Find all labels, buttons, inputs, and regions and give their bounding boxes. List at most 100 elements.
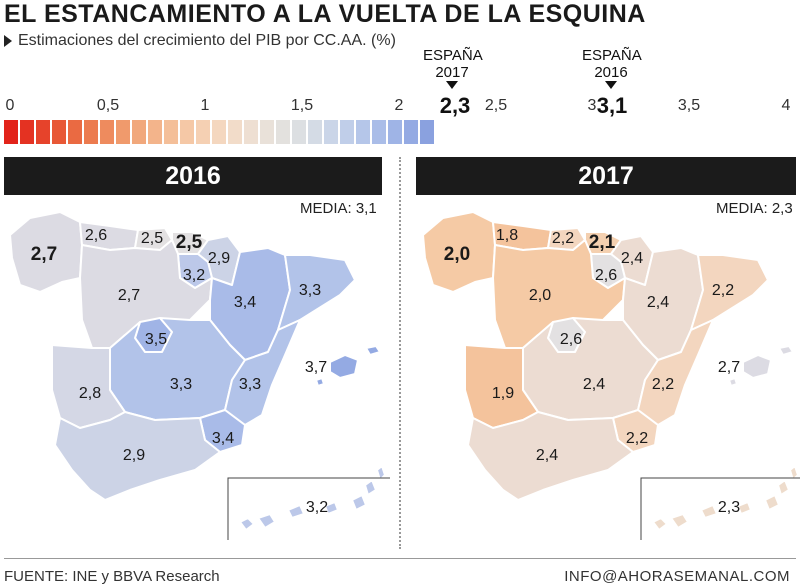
scale-swatch: [260, 120, 274, 144]
label-canarias: 2,3: [718, 499, 740, 516]
label-cataluna: 2,2: [712, 282, 734, 299]
label-baleares: 3,7: [305, 359, 327, 376]
region-canarias: [652, 465, 799, 531]
label-canarias: 3,2: [306, 499, 328, 516]
scale-swatch: [244, 120, 258, 144]
scale-swatch: [100, 120, 114, 144]
label-cantabria: 2,2: [552, 230, 574, 247]
label-madrid: 3,5: [145, 331, 167, 348]
label-madrid: 2,6: [560, 331, 582, 348]
scale-swatch: [132, 120, 146, 144]
scale-swatch: [292, 120, 306, 144]
scale-swatch: [308, 120, 322, 144]
marker-spain-2016: ESPAÑA 2016: [582, 47, 642, 89]
chart-subtitle: Estimaciones del crecimiento del PIB por…: [4, 32, 396, 50]
scale-tick-spain-2016: 3,1: [596, 93, 628, 118]
label-valencia: 2,2: [652, 376, 674, 393]
label-andalucia: 2,4: [536, 447, 558, 464]
region-valencia: [637, 319, 714, 426]
arrow-down-icon: [605, 81, 617, 89]
map-2017: 2,0 1,8 2,2 2,1 2,4 2,6 2,0 2,4 2,2 2,6 …: [422, 211, 800, 540]
label-extremadura: 1,9: [492, 385, 514, 402]
label-pais-vasco: 2,5: [176, 232, 203, 253]
label-pais-vasco: 2,1: [589, 232, 616, 253]
region-andalucia: [54, 411, 221, 501]
scale-swatch: [340, 120, 354, 144]
canarias-inset-frame: [227, 477, 390, 540]
region-cataluna: [277, 254, 356, 331]
label-extremadura: 2,8: [79, 385, 101, 402]
scale-swatch: [68, 120, 82, 144]
label-rioja: 2,6: [595, 267, 617, 284]
subtitle-text: Estimaciones del crecimiento del PIB por…: [18, 32, 396, 49]
scale-swatch: [324, 120, 338, 144]
label-castilla-leon: 2,7: [118, 287, 140, 304]
scale-swatch: [356, 120, 370, 144]
scale-swatch: [276, 120, 290, 144]
canarias-inset-frame: [640, 477, 800, 540]
footer-rule: [4, 558, 796, 559]
label-aragon: 2,4: [647, 294, 669, 311]
scale-swatch: [212, 120, 226, 144]
label-asturias: 1,8: [496, 227, 518, 244]
scale-tick: 1: [200, 97, 210, 114]
scale-tick: 3,5: [677, 97, 701, 114]
scale-swatch: [36, 120, 50, 144]
scale-swatch: [148, 120, 162, 144]
label-castilla-mancha: 3,3: [170, 376, 192, 393]
label-cataluna: 3,3: [299, 282, 321, 299]
label-valencia: 3,3: [239, 376, 261, 393]
media-2016: MEDIA: 3,1: [300, 200, 377, 217]
scale-tick: 4: [781, 97, 791, 114]
label-navarra: 2,4: [621, 250, 643, 267]
scale-swatch: [52, 120, 66, 144]
scale-tick: 2,5: [484, 97, 508, 114]
media-2017: MEDIA: 2,3: [716, 200, 793, 217]
panel-header-2016: 2016: [4, 157, 382, 195]
scale-swatch: [164, 120, 178, 144]
credit-email: INFO@AHORASEMANAL.COM: [564, 568, 790, 585]
marker-label-line1: ESPAÑA: [582, 47, 642, 64]
scale-tick: 0: [5, 97, 15, 114]
marker-label-line2: 2017: [435, 64, 469, 81]
scale-tick: 2: [394, 97, 404, 114]
region-canarias: [239, 465, 386, 531]
panel-header-2017: 2017: [416, 157, 796, 195]
scale-tick: 0,5: [96, 97, 120, 114]
label-murcia: 3,4: [212, 430, 234, 447]
scale-swatch: [20, 120, 34, 144]
scale-swatch: [196, 120, 210, 144]
arrow-down-icon: [446, 81, 458, 89]
scale-swatch: [4, 120, 18, 144]
scale-swatch: [388, 120, 402, 144]
label-galicia: 2,7: [31, 244, 57, 265]
region-andalucia: [467, 411, 634, 501]
triangle-bullet-icon: [4, 34, 12, 47]
scale-swatch: [228, 120, 242, 144]
color-scale: [4, 120, 434, 144]
panel-divider: [399, 157, 401, 549]
chart-title: EL ESTANCAMIENTO A LA VUELTA DE LA ESQUI…: [4, 0, 646, 28]
label-asturias: 2,6: [85, 227, 107, 244]
region-cataluna: [690, 254, 769, 331]
source-note: FUENTE: INE y BBVA Research: [4, 568, 220, 585]
scale-swatch: [84, 120, 98, 144]
scale-swatch: [420, 120, 434, 144]
scale-swatch: [404, 120, 418, 144]
region-baleares: [728, 345, 794, 387]
scale-tick-spain-2017: 2,3: [439, 93, 471, 118]
region-baleares: [315, 345, 381, 387]
label-aragon: 3,4: [234, 294, 256, 311]
label-baleares: 2,7: [718, 359, 740, 376]
label-navarra: 2,9: [208, 250, 230, 267]
map-2016: 2,7 2,6 2,5 2,5 2,9 3,2 2,7 3,4 3,3 3,5 …: [9, 211, 390, 540]
marker-label-line2: 2016: [594, 64, 628, 81]
scale-tick: 1,5: [290, 97, 314, 114]
marker-spain-2017: ESPAÑA 2017: [423, 47, 483, 89]
label-castilla-mancha: 2,4: [583, 376, 605, 393]
label-rioja: 3,2: [183, 267, 205, 284]
label-murcia: 2,2: [626, 430, 648, 447]
scale-tick: 3: [587, 97, 597, 114]
label-andalucia: 2,9: [123, 447, 145, 464]
